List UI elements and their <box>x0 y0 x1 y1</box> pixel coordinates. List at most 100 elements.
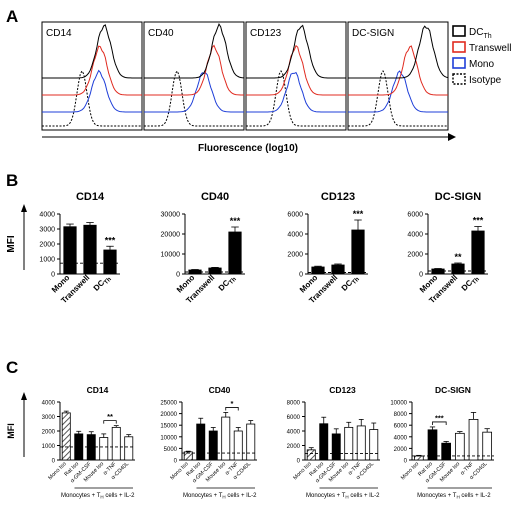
y-tick-label: 3000 <box>42 415 56 421</box>
legend-item-dcth: DCTh <box>452 25 492 40</box>
group-label: Monocytes + TH cells + IL-2 <box>306 493 380 500</box>
y-tick-label: 6000 <box>287 212 303 219</box>
histogram-title: CD14 <box>46 28 72 39</box>
isotype-histogram-curve <box>144 70 244 127</box>
group-label-main: Monocytes + T <box>61 493 101 499</box>
bar <box>208 267 222 275</box>
bar <box>351 229 365 275</box>
histogram-title: CD40 <box>148 28 174 39</box>
legend-swatch <box>452 25 466 37</box>
significance-marker: *** <box>435 413 444 422</box>
y-tick-label: 0 <box>404 459 408 465</box>
bar <box>431 268 445 275</box>
histogram-frame <box>41 21 143 131</box>
y-tick-label: 10000 <box>161 252 181 259</box>
y-tick-label: 30000 <box>161 212 181 219</box>
bar <box>319 423 329 461</box>
group-label-suffix: cells + IL-2 <box>226 493 258 499</box>
y-axis-arrowhead <box>21 392 27 400</box>
y-tick-label: 4000 <box>39 212 55 219</box>
y-tick-label: 0 <box>52 459 56 465</box>
legend-swatch <box>452 57 466 69</box>
bar <box>208 430 218 461</box>
y-tick-label: 0 <box>299 272 303 279</box>
group-label-main: Monocytes + T <box>306 493 346 499</box>
y-tick-label: 2000 <box>42 430 56 436</box>
y-tick-label: 0 <box>297 459 301 465</box>
chart-title: DC-SIGN <box>435 385 471 395</box>
mono-histogram-curve <box>144 72 244 113</box>
legend-swatch <box>452 73 466 85</box>
dcth-histogram-curve <box>246 24 346 79</box>
group-label: Monocytes + TH cells + IL-2 <box>61 493 135 500</box>
category-label-subscript: Th <box>103 276 113 286</box>
group-label: Monocytes + TH cells + IL-2 <box>417 493 491 500</box>
mono-histogram-curve <box>42 69 142 113</box>
category-label-subscript: Th <box>351 276 361 286</box>
bar <box>356 425 366 461</box>
y-tick-label: 0 <box>174 459 178 465</box>
dcth-histogram-curve <box>42 24 142 79</box>
significance-marker: *** <box>353 209 364 219</box>
legend-swatch <box>452 41 466 53</box>
bar <box>111 426 121 461</box>
legend-label: Mono <box>469 59 494 70</box>
bar <box>311 266 325 275</box>
y-tick-label: 4000 <box>394 435 408 441</box>
group-label-main: Monocytes + T <box>417 493 457 499</box>
y-tick-label: 15000 <box>160 424 177 430</box>
y-tick-label: 2000 <box>407 252 423 259</box>
group-label-suffix: cells + IL-2 <box>349 493 381 499</box>
significance-marker: ** <box>107 412 113 421</box>
isotype-histogram-curve <box>348 69 448 127</box>
category-label: DCTh <box>460 273 481 294</box>
group-label-subscript: H <box>456 495 459 500</box>
legend-item-transwell: Transwell <box>452 41 511 54</box>
group-label-suffix: cells + IL-2 <box>460 493 492 499</box>
histogram-plot: CD123 <box>245 21 347 131</box>
chart-title: CD40 <box>209 385 231 395</box>
group-label-subscript: H <box>345 495 348 500</box>
bar <box>124 436 134 461</box>
category-label-subscript: Th <box>228 276 238 286</box>
histogram-frame <box>347 21 449 131</box>
significance-marker: ** <box>454 252 462 262</box>
y-tick-label: 6000 <box>407 212 423 219</box>
legend-item-mono: Mono <box>452 57 494 70</box>
bar <box>63 226 77 275</box>
y-axis-label: MFI <box>6 235 17 252</box>
significance-bracket <box>432 421 447 425</box>
panel-b-chart: DC-SIGN0200040006000MonoTranswell**DCTh*… <box>407 191 488 305</box>
significance-marker: * <box>231 399 234 408</box>
panel-a-histograms: CD14 CD40 CD123 DC-SIGN Fluorescence (lo… <box>41 21 511 154</box>
fluorescence-axis-label: Fluorescence (log10) <box>198 143 298 154</box>
significance-marker: *** <box>473 216 484 226</box>
category-label-subscript: Th <box>471 276 481 286</box>
panel-letter-b: B <box>6 171 18 190</box>
y-tick-label: 4000 <box>287 430 301 436</box>
y-tick-label: 6000 <box>394 424 408 430</box>
panel-letter-a: A <box>6 7 18 26</box>
group-label: Monocytes + TH cells + IL-2 <box>183 493 257 500</box>
transwell-histogram-curve <box>246 44 346 96</box>
bar <box>306 449 316 461</box>
bar <box>369 429 379 461</box>
group-label-subscript: H <box>222 495 225 500</box>
y-tick-label: 0 <box>419 272 423 279</box>
bar <box>413 455 424 461</box>
significance-marker: *** <box>230 216 241 226</box>
y-tick-label: 1000 <box>42 444 56 450</box>
chart-title: CD14 <box>76 191 105 203</box>
group-label-main: Monocytes + T <box>183 493 223 499</box>
bar <box>344 426 354 461</box>
y-tick-label: 0 <box>51 272 55 279</box>
panel-letter-c: C <box>6 358 18 377</box>
bar <box>103 249 117 275</box>
y-tick-label: 8000 <box>287 401 301 407</box>
y-tick-label: 4000 <box>287 232 303 239</box>
